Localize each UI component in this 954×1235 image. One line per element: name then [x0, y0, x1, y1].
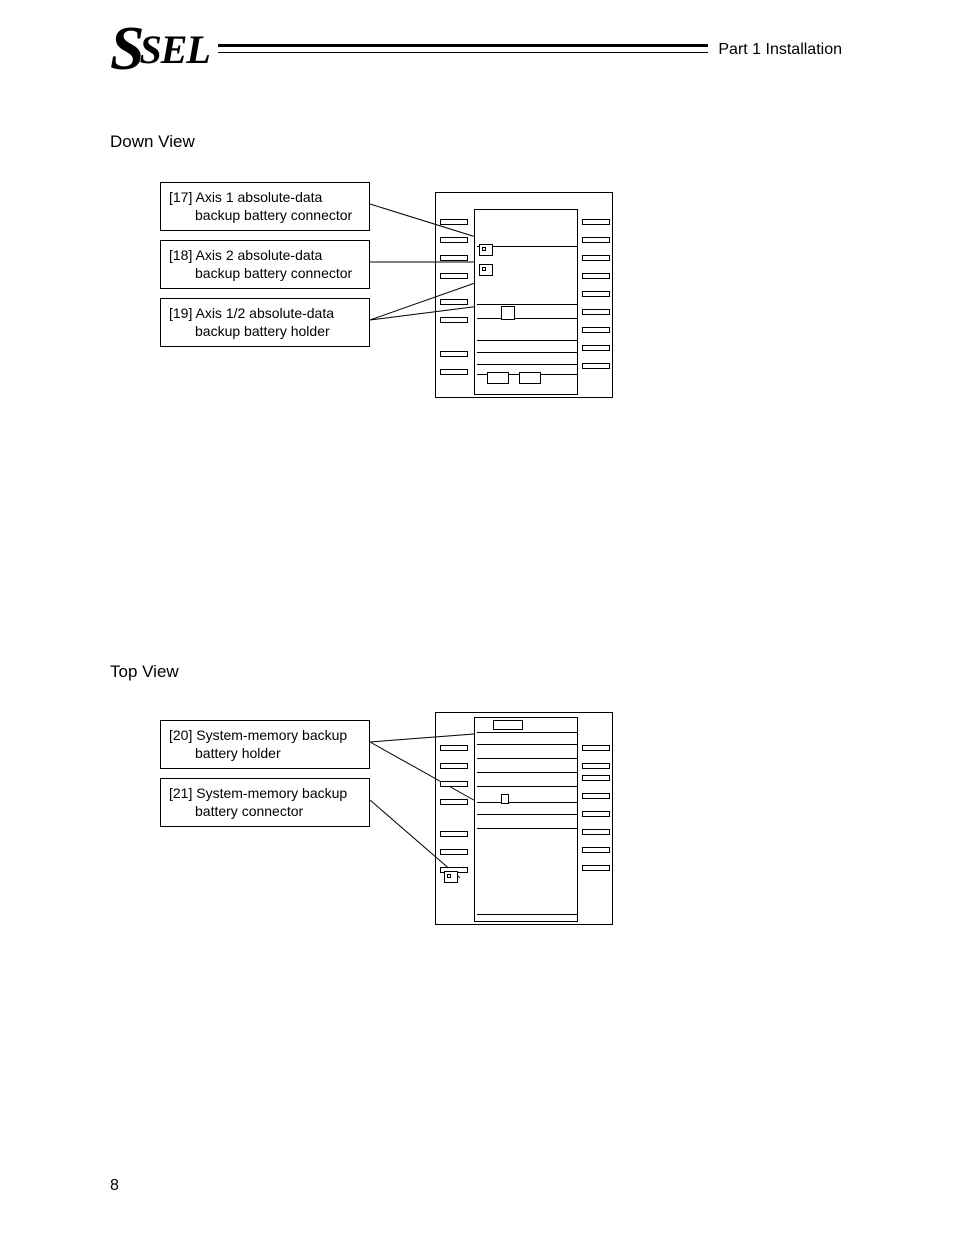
diagram-hline [477, 340, 577, 341]
diagram-hline [477, 828, 577, 829]
page-number: 8 [110, 1177, 119, 1195]
diagram-slot [440, 237, 468, 243]
diagram-block [519, 372, 541, 384]
diagram-slot [440, 763, 468, 769]
diagram-slot [440, 799, 468, 805]
diagram-slot [582, 291, 610, 297]
diagram-slot [440, 317, 468, 323]
diagram-hline [477, 732, 577, 733]
part-title: Part 1 Installation [708, 41, 842, 59]
diagram-slot [440, 849, 468, 855]
diagram-slot [582, 237, 610, 243]
diagram-hline [477, 814, 577, 815]
diagram-slot [440, 219, 468, 225]
diagram-slot [582, 745, 610, 751]
callout-17: [17] Axis 1 absolute-data backup battery… [160, 182, 370, 231]
diagram-hline [477, 772, 577, 773]
callout-num: [17] [169, 189, 192, 205]
down-view-title: Down View [110, 132, 842, 152]
down-view-inner [474, 209, 578, 395]
diagram-slot [582, 219, 610, 225]
diagram-hline [477, 744, 577, 745]
header-rule: Part 1 Installation [218, 44, 842, 74]
callout-num: [21] [169, 785, 192, 801]
diagram-slot [440, 369, 468, 375]
page-header: SSEL Part 1 Installation [110, 30, 842, 80]
logo: SSEL [110, 18, 210, 80]
diagram-slot [582, 309, 610, 315]
diagram-block [487, 372, 509, 384]
diagram-slot [582, 793, 610, 799]
diagram-hline [477, 786, 577, 787]
diagram-hline [477, 352, 577, 353]
diagram-slot [582, 829, 610, 835]
callout-line1: Axis 2 absolute-data [195, 247, 322, 263]
diagram-slot [440, 745, 468, 751]
connector-box [444, 871, 458, 883]
diagram-hline [477, 318, 577, 319]
diagram-block [493, 720, 523, 730]
callout-line2: battery connector [169, 803, 361, 821]
diagram-slot [440, 831, 468, 837]
diagram-slot [582, 775, 610, 781]
diagram-slot [440, 351, 468, 357]
callout-line2: battery holder [169, 745, 361, 763]
callout-18: [18] Axis 2 absolute-data backup battery… [160, 240, 370, 289]
diagram-slot [582, 327, 610, 333]
diagram-slot [582, 763, 610, 769]
callout-line1: Axis 1/2 absolute-data [195, 305, 334, 321]
diagram-block [501, 794, 509, 804]
callout-num: [18] [169, 247, 192, 263]
diagram-slot [440, 255, 468, 261]
diagram-block [501, 306, 515, 320]
callout-19: [19] Axis 1/2 absolute-data backup batte… [160, 298, 370, 347]
diagram-hline [477, 758, 577, 759]
callout-21: [21] System-memory backup battery connec… [160, 778, 370, 827]
diagram-slot [440, 299, 468, 305]
callout-num: [20] [169, 727, 192, 743]
diagram-slot [582, 847, 610, 853]
diagram-slot [582, 865, 610, 871]
callout-line2: backup battery holder [169, 323, 361, 341]
callout-num: [19] [169, 305, 192, 321]
logo-text: SEL [139, 27, 209, 72]
diagram-slot [582, 363, 610, 369]
diagram-hline [477, 364, 577, 365]
down-view-diagram [435, 192, 613, 398]
top-view-title: Top View [110, 662, 842, 682]
callout-line1: System-memory backup [196, 727, 347, 743]
diagram-slot [582, 273, 610, 279]
callout-line1: Axis 1 absolute-data [195, 189, 322, 205]
diagram-slot [582, 811, 610, 817]
diagram-slot [440, 273, 468, 279]
connector-box [479, 264, 493, 276]
down-view-block: [17] Axis 1 absolute-data backup battery… [160, 182, 842, 442]
diagram-hline [477, 914, 577, 915]
diagram-slot [582, 255, 610, 261]
document-page: SSEL Part 1 Installation Down View [17] … [110, 30, 842, 972]
diagram-slot [440, 781, 468, 787]
callout-line2: backup battery connector [169, 265, 361, 283]
diagram-hline [477, 802, 577, 803]
diagram-hline [477, 304, 577, 305]
callout-line2: backup battery connector [169, 207, 361, 225]
top-view-inner [474, 717, 578, 922]
connector-box [479, 244, 493, 256]
callout-line1: System-memory backup [196, 785, 347, 801]
diagram-slot [582, 345, 610, 351]
callout-20: [20] System-memory backup battery holder [160, 720, 370, 769]
top-view-diagram [435, 712, 613, 925]
top-view-block: [20] System-memory backup battery holder… [160, 712, 842, 972]
